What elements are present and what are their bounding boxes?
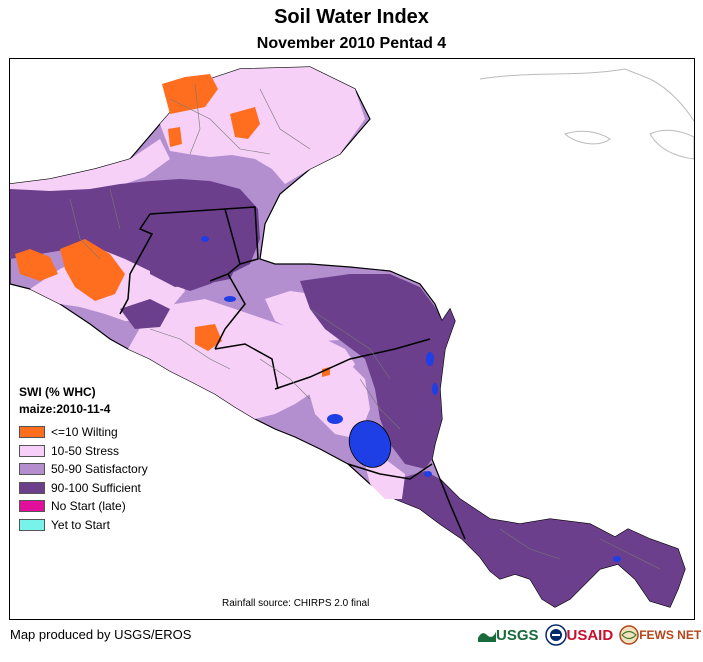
legend-label-satisfactory: 50-90 Satisfactory	[51, 462, 148, 477]
usaid-seal-icon	[544, 624, 567, 646]
legend-label-yet-to-start: Yet to Start	[51, 517, 110, 532]
legend-swatch-wilting	[19, 426, 45, 439]
fewsnet-logo-text: FEWS NET	[639, 628, 702, 642]
wilting-oaxaca-2	[60, 239, 125, 301]
legend-swatch-no-start	[19, 500, 45, 513]
usgs-logo: USGS	[478, 627, 539, 644]
wilting-guatemala	[195, 324, 222, 351]
usaid-logo: USAID	[544, 624, 614, 646]
legend-swatch-sufficient	[19, 481, 45, 494]
map-credit: Map produced by USGS/EROS	[10, 627, 192, 642]
usgs-wave-icon	[478, 632, 496, 642]
usgs-logo-text: USGS	[496, 626, 539, 644]
border-belize	[224, 206, 259, 265]
hispaniola-outline	[649, 129, 694, 160]
legend-item-wilting: <=10 Wilting	[19, 423, 148, 442]
legend-swatch-yet-to-start	[19, 518, 45, 531]
agency-logos: USGS USAID FEWS NET	[478, 624, 701, 646]
lake-peten-itza	[201, 236, 209, 242]
border-nicaragua-costarica	[347, 463, 433, 480]
wilting-yucatan-mid	[230, 107, 260, 139]
legend-item-satisfactory: 50-90 Satisfactory	[19, 460, 148, 479]
legend-label-wilting: <=10 Wilting	[51, 425, 118, 440]
border-guatemala-south	[119, 213, 154, 315]
wilting-oaxaca	[15, 249, 58, 281]
sufficient-panama	[395, 471, 685, 607]
fewsnet-globe-icon	[619, 625, 639, 645]
sufficient-el-salvador-west	[120, 299, 170, 329]
legend-item-stress: 10-50 Stress	[19, 442, 148, 461]
border-guatemala-honduras	[214, 273, 246, 350]
caribbean-lagoon-2	[432, 383, 438, 395]
map-frame	[9, 58, 695, 620]
legend-label-sufficient: 90-100 Sufficient	[51, 480, 141, 495]
sufficient-peten	[150, 209, 240, 287]
lake-izabal	[224, 296, 236, 302]
stress-pacific-belt	[128, 299, 355, 419]
caribbean-lagoon-1	[426, 352, 434, 366]
rainfall-source: Rainfall source: CHIRPS 2.0 final	[222, 598, 370, 609]
sufficient-caribbean-coast	[300, 274, 455, 469]
panama-lake	[613, 556, 621, 562]
jamaica-outline	[563, 130, 611, 145]
legend-swatch-satisfactory	[19, 463, 45, 476]
usaid-logo-text: USAID	[566, 626, 614, 644]
map-canvas	[10, 66, 694, 608]
border-costarica-panama	[439, 478, 466, 540]
legend-item-no-start: No Start (late)	[19, 497, 148, 516]
legend-item-sufficient: 90-100 Sufficient	[19, 479, 148, 498]
border-salvador	[214, 343, 279, 390]
fewsnet-logo: FEWS NET	[619, 625, 701, 645]
wilting-yucatan-north	[162, 74, 218, 114]
lake-nicaragua	[348, 420, 392, 468]
stress-nicaragua	[308, 359, 370, 439]
lake-managua	[327, 414, 343, 424]
stress-north-coast	[10, 139, 170, 201]
legend-label-no-start: No Start (late)	[51, 499, 126, 514]
legend-heading: SWI (% WHC)	[19, 385, 96, 399]
stress-costa-rica	[365, 459, 405, 499]
legend-crop: maize:2010-11-4	[19, 402, 111, 416]
admin-boundaries	[69, 83, 661, 570]
legend-swatch-stress	[19, 444, 45, 457]
cuba-outline	[479, 68, 694, 122]
legend-label-stress: 10-50 Stress	[51, 443, 120, 458]
map-legend: SWI (% WHC) maize:2010-11-4 <=10 Wilting…	[19, 384, 148, 534]
wilting-yucatan-small	[168, 127, 182, 147]
legend-item-yet-to-start: Yet to Start	[19, 516, 148, 535]
map-title: Soil Water Index	[274, 6, 429, 28]
border-honduras-nicaragua	[274, 338, 431, 390]
caribbean-lagoon-3	[424, 471, 432, 477]
map-subtitle: November 2010 Pentad 4	[256, 35, 447, 52]
